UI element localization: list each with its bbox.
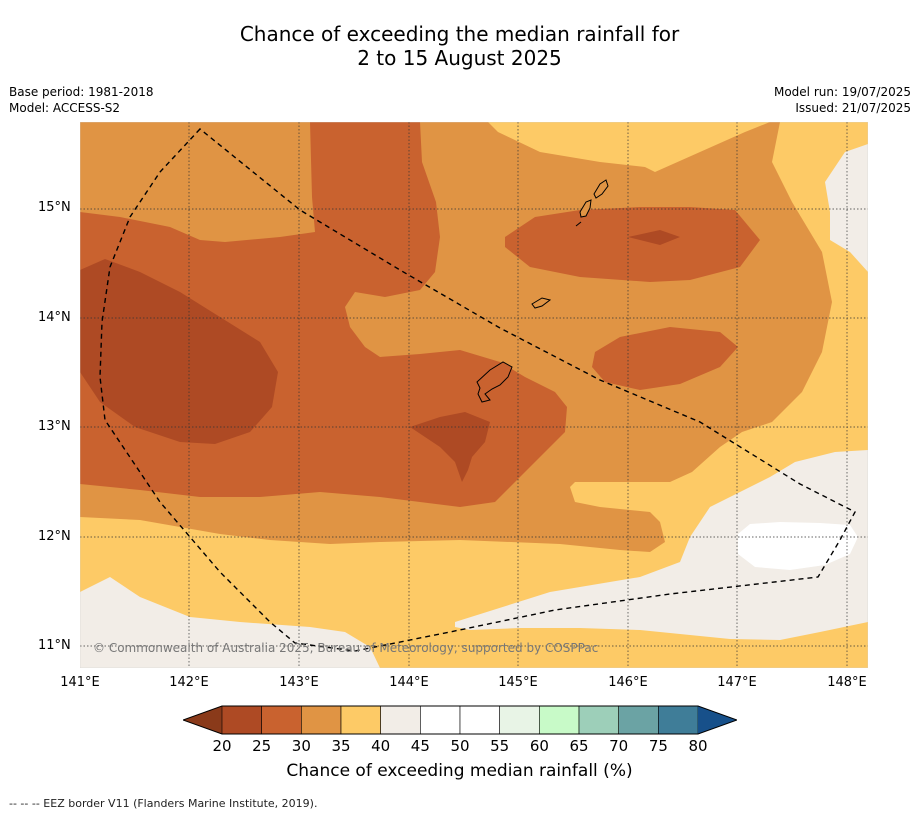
zone-25-30-east [592, 327, 738, 390]
x-tick-147e: 147°E [717, 675, 757, 690]
info-left: Base period: 1981-2018 Model: ACCESS-S2 [9, 84, 154, 116]
colorbar-tick-label: 20 [212, 737, 232, 755]
colorbar-tick-label: 45 [410, 737, 430, 755]
x-tick-143e: 143°E [279, 675, 319, 690]
colorbar-under-arrow [183, 706, 222, 734]
colorbar-segment [459, 705, 500, 735]
colorbar-segment [658, 705, 699, 735]
colorbar-segment [221, 705, 262, 735]
aguijan-island [575, 221, 582, 227]
colorbar-tick-label: 75 [648, 737, 668, 755]
colorbar [181, 705, 739, 735]
eez-legend: -- -- -- EEZ border V11 (Flanders Marine… [9, 797, 318, 810]
rainfall-map [80, 122, 868, 668]
x-tick-144e: 144°E [389, 675, 429, 690]
guam-island [476, 361, 513, 403]
map-title: Chance of exceeding the median rainfall … [0, 22, 919, 70]
colorbar-segment [340, 705, 381, 735]
y-tick-11n: 11°N [38, 638, 71, 653]
x-tick-146e: 146°E [608, 675, 648, 690]
colorbar-segment [618, 705, 659, 735]
colorbar-tick-label: 35 [331, 737, 351, 755]
x-tick-148e: 148°E [827, 675, 867, 690]
zone-40-45-southeast [455, 450, 868, 640]
colorbar-tick-label: 55 [490, 737, 510, 755]
issued-label: Issued: 21/07/2025 [795, 101, 911, 115]
colorbar-segment [420, 705, 461, 735]
colorbar-segment [539, 705, 580, 735]
colorbar-tick-label: 40 [371, 737, 391, 755]
y-tick-12n: 12°N [38, 529, 71, 544]
colorbar-segment [380, 705, 421, 735]
zone-40-45-southwest [80, 577, 380, 668]
model-label: Model: ACCESS-S2 [9, 101, 121, 115]
colorbar-segment [578, 705, 619, 735]
x-tick-142e: 142°E [169, 675, 209, 690]
colorbar-tick-label: 50 [450, 737, 470, 755]
zone-40-45-northeast [825, 144, 868, 272]
colorbar-tick-label: 25 [252, 737, 272, 755]
y-tick-13n: 13°N [38, 419, 71, 434]
colorbar-segment [261, 705, 302, 735]
eez-border [99, 128, 856, 652]
saipan-island [593, 179, 609, 199]
map-canvas [80, 122, 868, 668]
zone-20-25-west [80, 259, 278, 444]
y-tick-15n: 15°N [38, 200, 71, 215]
x-tick-141e: 141°E [60, 675, 100, 690]
zone-20-25-central [410, 412, 490, 482]
colorbar-segment [499, 705, 540, 735]
zone-20-25-north [628, 230, 680, 245]
title-line-2: 2 to 15 August 2025 [357, 46, 562, 70]
colorbar-tick-label: 70 [609, 737, 629, 755]
y-tick-14n: 14°N [38, 310, 71, 325]
model-run-label: Model run: 19/07/2025 [773, 85, 911, 99]
colorbar-tick-label: 60 [529, 737, 549, 755]
copyright-notice: © Commonwealth of Australia 2025, Bureau… [93, 641, 599, 655]
colorbar-graphic [181, 705, 739, 735]
colorbar-segment [301, 705, 342, 735]
colorbar-segments [221, 705, 699, 735]
zone-45-55-east [738, 522, 858, 570]
rota-island [531, 297, 552, 309]
x-tick-145e: 145°E [498, 675, 538, 690]
title-line-1: Chance of exceeding the median rainfall … [239, 22, 680, 46]
colorbar-tick-label: 65 [569, 737, 589, 755]
colorbar-tick-label: 30 [291, 737, 311, 755]
zone-25-30-north [505, 207, 760, 282]
base-period-label: Base period: 1981-2018 [9, 85, 154, 99]
graticule [80, 122, 868, 668]
info-right: Model run: 19/07/2025 Issued: 21/07/2025 [774, 84, 911, 116]
colorbar-title: Chance of exceeding median rainfall (%) [286, 761, 633, 781]
colorbar-over-arrow [698, 706, 737, 734]
colorbar-tick-label: 80 [688, 737, 708, 755]
tinian-island [579, 199, 592, 218]
colorbar-labels: 20 25 30 35 40 45 50 55 60 65 70 75 80 [0, 737, 919, 757]
